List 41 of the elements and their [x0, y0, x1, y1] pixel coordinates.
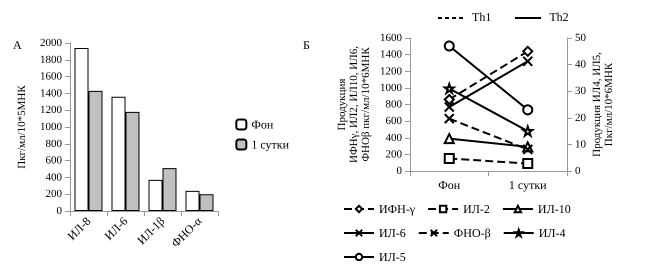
y2-tick-label: 20 — [575, 112, 586, 124]
legend-label: Фон — [251, 118, 274, 132]
legend-label: ИЛ-10 — [538, 202, 571, 216]
y2-tick-label: 10 — [575, 138, 586, 150]
legend-label: ИФН-γ — [379, 202, 416, 216]
chart-title: А — [13, 38, 22, 52]
y2-tick-label: 40 — [575, 58, 586, 71]
y-tick-label: 400 — [386, 132, 402, 144]
y-tick-label: 1400 — [380, 48, 402, 61]
y-tick-label: 1400 — [40, 87, 62, 100]
y2-tick-label: 0 — [575, 165, 581, 177]
legend-label: ФНО-β — [454, 226, 491, 240]
y2-axis-title: Продукция ИЛ4, ИЛ5, Пкг/мл/10*6МНК — [591, 52, 615, 157]
y-tick-label: 1000 — [40, 121, 62, 133]
y2-tick-label: 50 — [575, 32, 586, 44]
y-tick-label: 400 — [46, 171, 62, 184]
y-tick-label: 600 — [46, 154, 62, 167]
y-tick-label: 600 — [386, 115, 402, 128]
y-tick-label: 2000 — [40, 37, 62, 49]
legend-label: ИЛ-5 — [379, 250, 406, 264]
y-tick-label: 1800 — [40, 54, 62, 66]
y-tick-label: 1600 — [40, 70, 62, 83]
y-tick-label: 1600 — [380, 32, 402, 44]
y2-tick-label: 30 — [575, 85, 586, 98]
legend-label: 1 сутки — [251, 138, 290, 152]
y-tick-label: 1000 — [380, 82, 402, 94]
y-axis-title: Пкг/мл/10*5МНК — [16, 84, 28, 169]
y-tick-label: 200 — [46, 188, 62, 200]
y-tick-label: 0 — [396, 165, 402, 177]
y-tick-label: 800 — [386, 98, 402, 110]
text: Th1 — [472, 10, 492, 25]
legend-label: ИЛ-4 — [538, 226, 566, 240]
y-tick-label: 1200 — [40, 104, 62, 116]
y-tick-label: 200 — [386, 148, 402, 160]
text: Б — [303, 38, 310, 52]
text: Th2 — [549, 10, 569, 25]
y-tick-label: 800 — [46, 138, 62, 150]
y-tick-label: 1200 — [380, 65, 402, 78]
legend-label: ИЛ-2 — [463, 202, 490, 216]
y-axis-title: Продукция ИФНγ, ИЛ2, ИЛ10, ИЛ6, ФНОβ пкг/мл/10*6МНК — [336, 46, 372, 163]
y-tick-label: 0 — [56, 205, 62, 217]
